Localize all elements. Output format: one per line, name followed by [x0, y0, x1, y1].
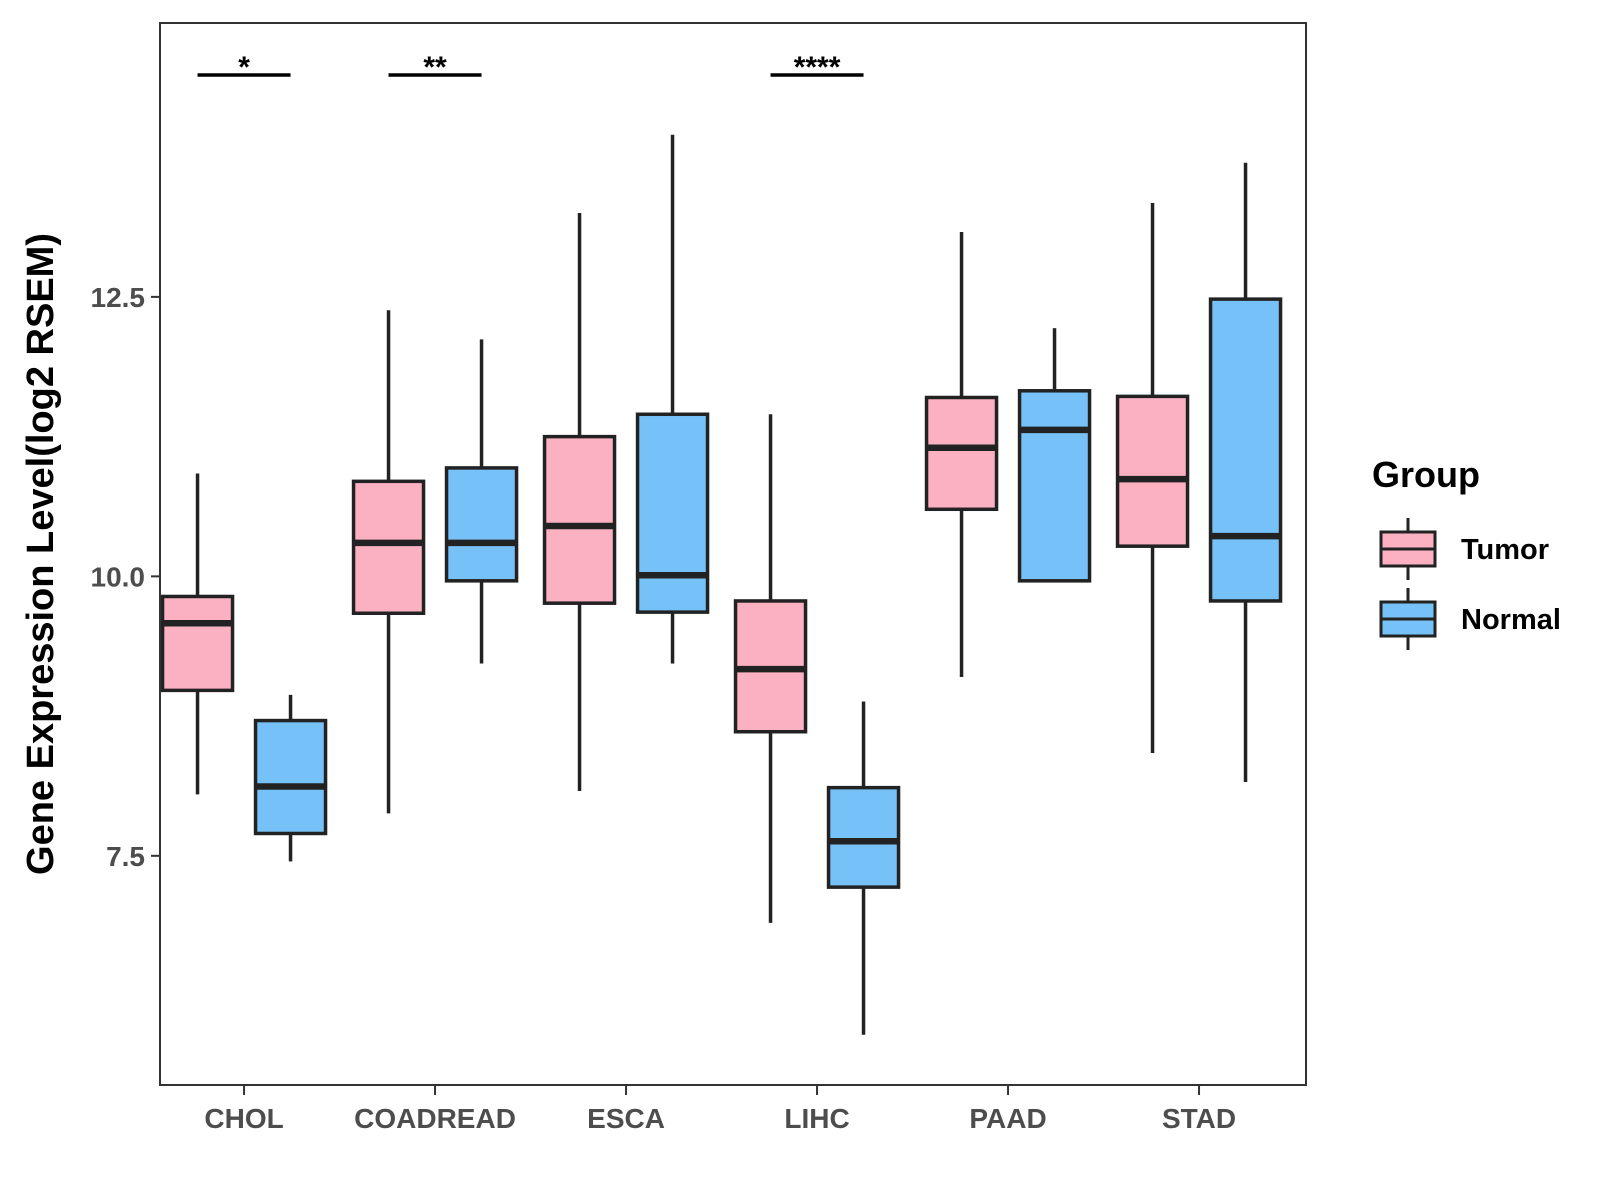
box-normal-coadread: [444, 339, 519, 664]
iqr-box: [160, 594, 235, 693]
x-axis: CHOL COADREAD ESCA LIHC PAAD STAD: [204, 1085, 1236, 1134]
significance-label: *: [238, 51, 250, 84]
significance-coadread: **: [388, 51, 482, 84]
iqr-box: [1115, 394, 1190, 548]
significance-chol: *: [197, 51, 291, 84]
significance-label: **: [423, 51, 447, 84]
iqr-box: [444, 466, 519, 583]
box-tumor-lihc: [733, 414, 808, 923]
y-tick-label: 12.5: [91, 282, 146, 313]
x-tick-label: ESCA: [587, 1103, 665, 1134]
box-tumor-esca: [542, 213, 617, 791]
x-tick-label: LIHC: [784, 1103, 849, 1134]
box-tumor-paad: [924, 232, 999, 677]
box-tumor-coadread: [351, 310, 426, 814]
box-normal-esca: [635, 134, 710, 664]
iqr-box: [351, 479, 426, 615]
box-tumor-stad: [1115, 202, 1190, 753]
legend-label: Tumor: [1461, 534, 1549, 566]
iqr-box: [635, 412, 710, 614]
iqr-box: [253, 718, 328, 836]
legend-key-tumor: Tumor: [1379, 518, 1549, 580]
box-normal-paad: [1017, 328, 1092, 583]
x-tick-label: PAAD: [969, 1103, 1046, 1134]
x-tick-label: STAD: [1162, 1103, 1236, 1134]
legend-label: Normal: [1461, 604, 1561, 636]
y-tick-label: 10.0: [91, 561, 146, 592]
iqr-box: [1208, 297, 1283, 603]
box-normal-lihc: [826, 701, 901, 1035]
significance-lihc: ****: [770, 51, 864, 84]
iqr-box: [1017, 389, 1092, 583]
significance-label: ****: [794, 51, 841, 84]
legend-title: Group: [1372, 454, 1480, 495]
iqr-box: [924, 395, 999, 512]
x-tick-label: CHOL: [204, 1103, 283, 1134]
iqr-box: [826, 785, 901, 889]
x-tick-label: COADREAD: [354, 1103, 516, 1134]
box-normal-chol: [253, 694, 328, 862]
legend-key-normal: Normal: [1379, 588, 1561, 650]
box-tumor-chol: [160, 473, 235, 795]
legend: Group Tumor Normal: [1372, 454, 1561, 650]
iqr-box: [542, 434, 617, 605]
y-tick-label: 7.5: [106, 841, 145, 872]
y-axis: 7.5 10.0 12.5: [91, 282, 160, 872]
plot-panel-border: [159, 22, 1307, 1086]
plot-marks: * ** ****: [160, 51, 1283, 1035]
y-axis-title: Gene Expression Level(log2 RSEM): [20, 233, 62, 875]
box-normal-stad: [1208, 162, 1283, 783]
